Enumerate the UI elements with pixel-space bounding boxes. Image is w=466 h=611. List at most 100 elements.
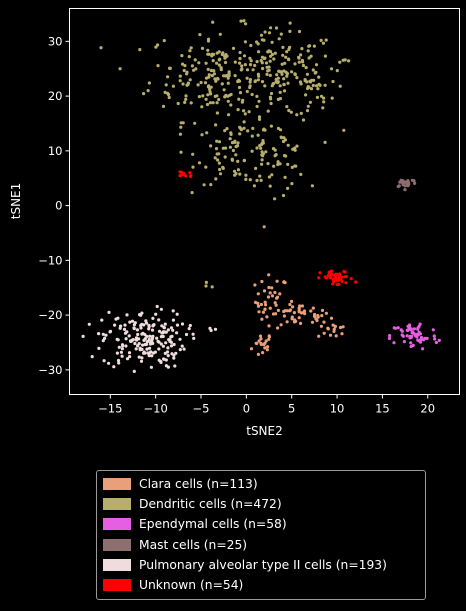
scatter-point bbox=[283, 61, 287, 65]
scatter-point bbox=[256, 78, 260, 82]
scatter-point bbox=[211, 20, 215, 24]
scatter-point bbox=[343, 270, 347, 274]
scatter-point bbox=[230, 157, 234, 161]
scatter-point bbox=[251, 68, 255, 72]
scatter-point bbox=[209, 328, 213, 333]
scatter-point bbox=[256, 301, 260, 305]
scatter-point bbox=[317, 75, 321, 79]
scatter-point bbox=[160, 324, 164, 328]
scatter-point bbox=[200, 105, 204, 109]
scatter-point bbox=[321, 41, 325, 45]
scatter-point bbox=[314, 317, 318, 321]
scatter-point bbox=[189, 174, 193, 179]
scatter-point bbox=[417, 324, 421, 328]
scatter-point bbox=[218, 167, 222, 172]
scatter-point bbox=[267, 285, 271, 290]
scatter-point bbox=[281, 45, 285, 50]
scatter-point bbox=[207, 73, 211, 77]
scatter-point bbox=[178, 348, 182, 352]
scatter-point bbox=[216, 158, 220, 162]
scatter-point bbox=[226, 76, 230, 80]
scatter-point bbox=[152, 323, 156, 327]
scatter-point bbox=[125, 313, 129, 317]
scatter-point bbox=[166, 354, 170, 358]
scatter-point bbox=[217, 50, 221, 54]
scatter-point bbox=[336, 272, 340, 276]
scatter-point bbox=[287, 108, 291, 113]
scatter-point bbox=[269, 101, 273, 106]
scatter-point bbox=[328, 270, 332, 275]
scatter-point bbox=[181, 172, 185, 176]
scatter-point bbox=[335, 69, 339, 73]
scatter-point bbox=[267, 175, 271, 179]
scatter-point bbox=[288, 302, 292, 307]
scatter-point bbox=[253, 63, 257, 68]
scatter-point bbox=[156, 64, 160, 68]
scatter-point bbox=[270, 286, 274, 290]
scatter-point bbox=[130, 319, 135, 323]
scatter-point bbox=[288, 309, 292, 313]
x-tick-label: −15 bbox=[98, 402, 122, 416]
scatter-point bbox=[133, 341, 137, 346]
scatter-point bbox=[285, 309, 289, 313]
scatter-point bbox=[266, 345, 270, 349]
scatter-point bbox=[166, 328, 170, 332]
scatter-point bbox=[248, 78, 252, 82]
y-tick-label: 30 bbox=[48, 34, 63, 48]
scatter-point bbox=[154, 312, 158, 316]
scatter-point bbox=[275, 73, 279, 77]
scatter-point bbox=[166, 346, 170, 350]
scatter-point bbox=[401, 180, 405, 184]
scatter-point bbox=[343, 275, 347, 279]
scatter-point bbox=[157, 340, 161, 344]
scatter-point bbox=[159, 307, 163, 311]
scatter-point bbox=[286, 186, 290, 190]
scatter-point bbox=[437, 338, 441, 342]
y-tick-label: 10 bbox=[48, 144, 63, 158]
scatter-point bbox=[184, 97, 188, 101]
scatter-point bbox=[245, 76, 249, 80]
scatter-point bbox=[174, 351, 178, 355]
scatter-point bbox=[206, 67, 210, 71]
scatter-point bbox=[119, 350, 123, 354]
scatter-point bbox=[253, 283, 257, 287]
scatter-point bbox=[204, 61, 208, 65]
scatter-point bbox=[331, 79, 335, 84]
scatter-point bbox=[256, 72, 260, 76]
y-tick-label: −10 bbox=[38, 253, 62, 267]
scatter-point bbox=[319, 38, 323, 43]
scatter-point bbox=[181, 62, 185, 66]
scatter-point bbox=[237, 85, 242, 90]
scatter-point bbox=[261, 139, 265, 143]
scatter-point bbox=[311, 68, 315, 72]
scatter-point bbox=[169, 344, 174, 348]
scatter-point bbox=[182, 68, 186, 73]
scatter-point bbox=[324, 311, 328, 315]
scatter-point bbox=[267, 324, 271, 328]
scatter-point bbox=[242, 19, 246, 23]
scatter-point bbox=[318, 83, 322, 87]
scatter-point bbox=[272, 164, 276, 168]
scatter-point bbox=[333, 277, 338, 281]
scatter-point bbox=[218, 32, 222, 36]
scatter-point bbox=[257, 50, 261, 54]
scatter-point bbox=[283, 175, 287, 179]
scatter-point bbox=[409, 335, 413, 340]
legend-entry: Mast cells (n=25) bbox=[103, 535, 425, 555]
scatter-point bbox=[281, 139, 286, 144]
scatter-point bbox=[279, 323, 283, 327]
scatter-point bbox=[107, 310, 111, 314]
scatter-point bbox=[301, 63, 305, 68]
scatter-point bbox=[223, 60, 228, 65]
scatter-point bbox=[256, 292, 260, 296]
scatter-point bbox=[223, 74, 227, 78]
scatter-point bbox=[241, 98, 245, 102]
scatter-point bbox=[347, 59, 351, 63]
scatter-point bbox=[403, 188, 407, 192]
scatter-point bbox=[267, 273, 271, 277]
scatter-point bbox=[299, 53, 303, 57]
scatter-point bbox=[247, 110, 251, 114]
scatter-point bbox=[172, 353, 176, 357]
scatter-point bbox=[190, 191, 194, 195]
scatter-point bbox=[310, 184, 314, 188]
